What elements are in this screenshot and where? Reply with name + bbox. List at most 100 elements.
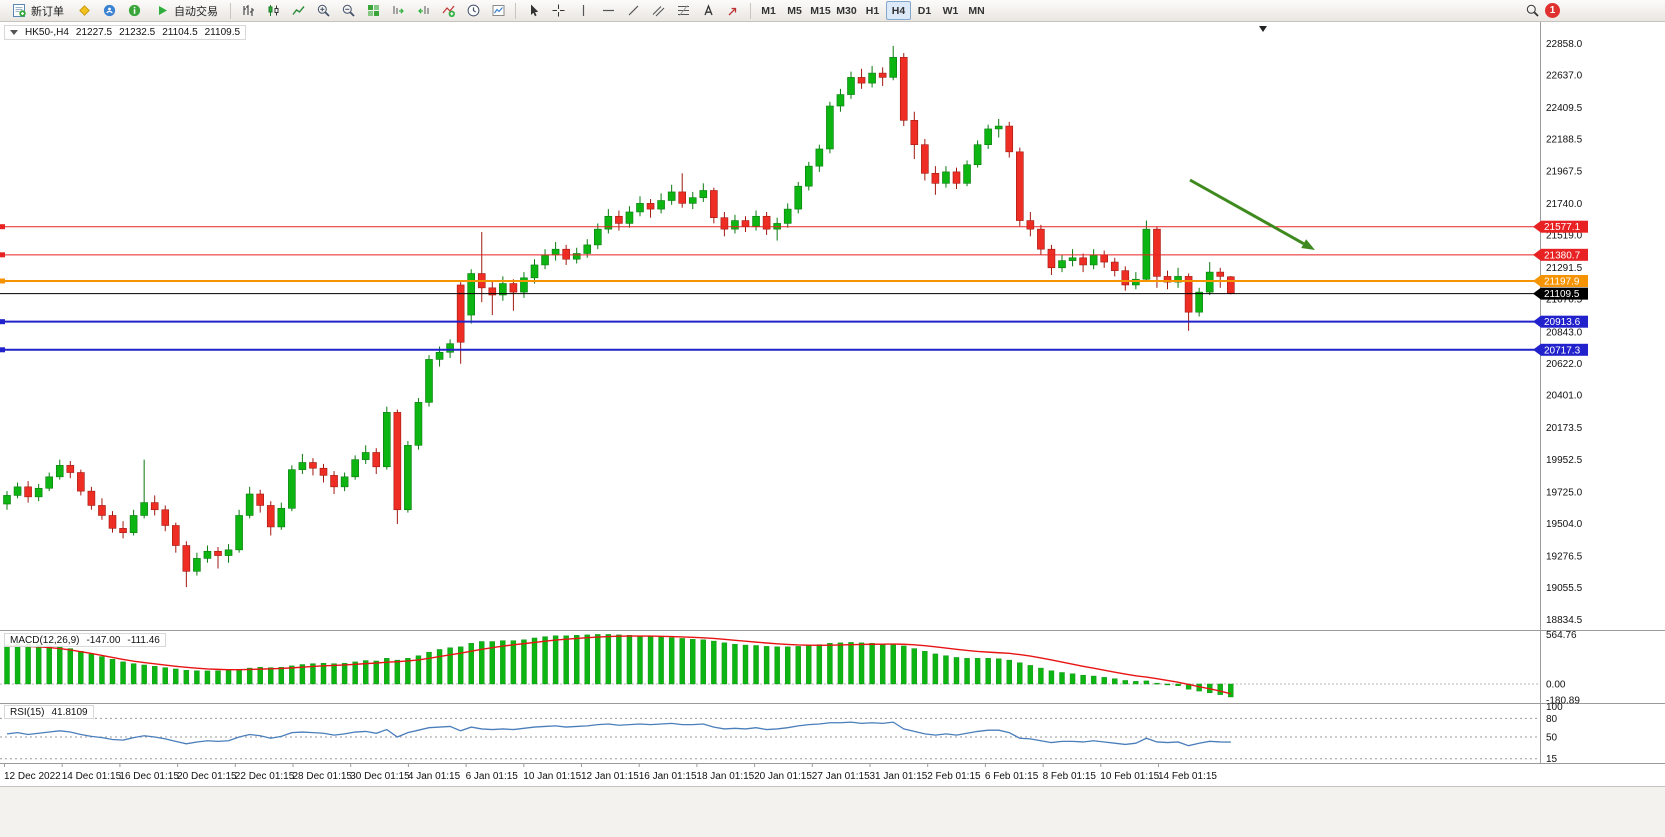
chart-shift-button[interactable] bbox=[411, 1, 435, 20]
chart-collapse-icon[interactable] bbox=[10, 30, 18, 35]
svg-text:20717.3: 20717.3 bbox=[1544, 345, 1581, 356]
equidistant-channel-button[interactable] bbox=[646, 1, 670, 20]
timeframe-D1[interactable]: D1 bbox=[917, 4, 932, 17]
trendline-icon bbox=[625, 3, 641, 19]
svg-text:21109.5: 21109.5 bbox=[1544, 289, 1580, 300]
timeframe-M15[interactable]: M15 bbox=[810, 4, 831, 17]
svg-text:22858.0: 22858.0 bbox=[1546, 39, 1583, 50]
text-icon bbox=[700, 3, 716, 19]
chart-canvas[interactable]: 22858.0 22637.0 22409.5 22188.5 21967.5 21740… bbox=[0, 22, 1665, 786]
timeframe-MN[interactable]: MN bbox=[968, 4, 985, 17]
svg-text:20401.0: 20401.0 bbox=[1546, 391, 1583, 402]
svg-text:0.00: 0.00 bbox=[1546, 679, 1566, 690]
horizontal-line-button[interactable] bbox=[596, 1, 620, 20]
tile-windows-icon bbox=[365, 3, 381, 19]
svg-text:20 Jan 01:15: 20 Jan 01:15 bbox=[754, 771, 812, 782]
news-button[interactable] bbox=[122, 1, 146, 20]
bar-chart-button[interactable] bbox=[236, 1, 260, 20]
svg-text:22 Dec 01:15: 22 Dec 01:15 bbox=[235, 771, 295, 782]
chart-close-value: 21109.5 bbox=[204, 27, 241, 38]
timeframe-group: M1 M5 M15 M30 H1 H4 D1 W1 MN bbox=[756, 1, 989, 20]
fibonacci-button[interactable] bbox=[671, 1, 695, 20]
timeframe-M30[interactable]: M30 bbox=[836, 4, 857, 17]
svg-text:8 Feb 01:15: 8 Feb 01:15 bbox=[1043, 771, 1097, 782]
vertical-line-button[interactable] bbox=[571, 1, 595, 20]
svg-text:30 Dec 01:15: 30 Dec 01:15 bbox=[350, 771, 410, 782]
mql5-market-button[interactable] bbox=[72, 1, 96, 20]
zoom-in-icon bbox=[315, 3, 331, 19]
autotrading-button[interactable]: 自动交易 bbox=[147, 1, 225, 20]
candlestick-chart-icon bbox=[265, 3, 281, 19]
svg-text:21291.5: 21291.5 bbox=[1546, 263, 1583, 274]
templates-button[interactable] bbox=[486, 1, 510, 20]
svg-text:21740.0: 21740.0 bbox=[1546, 199, 1583, 210]
svg-text:10 Feb 01:15: 10 Feb 01:15 bbox=[1100, 771, 1159, 782]
zoom-out-button[interactable] bbox=[336, 1, 360, 20]
toolbar-separator bbox=[230, 2, 231, 19]
svg-text:564.76: 564.76 bbox=[1546, 630, 1577, 641]
signals-button[interactable] bbox=[97, 1, 121, 20]
search-button[interactable] bbox=[1520, 1, 1544, 20]
chart-open-value: 21227.5 bbox=[75, 27, 113, 38]
rsi-name: RSI(15) bbox=[10, 706, 45, 718]
text-button[interactable] bbox=[696, 1, 720, 20]
notification-badge[interactable]: 1 bbox=[1545, 3, 1560, 18]
svg-text:18 Jan 01:15: 18 Jan 01:15 bbox=[696, 771, 754, 782]
new-order-label: 新订单 bbox=[31, 5, 64, 18]
cursor-button[interactable] bbox=[521, 1, 545, 20]
auto-scroll-icon bbox=[390, 3, 406, 19]
svg-text:21197.9: 21197.9 bbox=[1544, 276, 1580, 287]
chart-low-value: 21104.5 bbox=[162, 27, 198, 38]
svg-text:15: 15 bbox=[1546, 754, 1558, 765]
vertical-line-icon bbox=[575, 3, 591, 19]
autotrading-play-icon bbox=[154, 3, 170, 19]
main-toolbar: 新订单 自动交易 bbox=[0, 0, 1665, 22]
indicators-icon bbox=[440, 3, 456, 19]
crosshair-button[interactable] bbox=[546, 1, 570, 20]
timeframe-H4[interactable]: H4 bbox=[886, 1, 911, 20]
svg-text:10 Jan 01:15: 10 Jan 01:15 bbox=[523, 771, 581, 782]
timeframe-M1[interactable]: M1 bbox=[761, 4, 776, 17]
timeframe-W1[interactable]: W1 bbox=[942, 4, 959, 17]
fibonacci-icon bbox=[675, 3, 691, 19]
timeframe-M5[interactable]: M5 bbox=[787, 4, 802, 17]
svg-text:19725.0: 19725.0 bbox=[1546, 487, 1583, 498]
svg-text:80: 80 bbox=[1546, 714, 1558, 725]
svg-text:12 Jan 01:15: 12 Jan 01:15 bbox=[581, 771, 639, 782]
svg-text:12 Dec 2022: 12 Dec 2022 bbox=[4, 771, 61, 782]
periods-button[interactable] bbox=[461, 1, 485, 20]
svg-text:20 Dec 01:15: 20 Dec 01:15 bbox=[177, 771, 237, 782]
tile-windows-button[interactable] bbox=[361, 1, 385, 20]
svg-text:14 Feb 01:15: 14 Feb 01:15 bbox=[1158, 771, 1217, 782]
horizontal-line-icon bbox=[600, 3, 616, 19]
svg-text:28 Dec 01:15: 28 Dec 01:15 bbox=[293, 771, 353, 782]
line-chart-button[interactable] bbox=[286, 1, 310, 20]
rsi-value: 41.8109 bbox=[51, 706, 88, 718]
macd-value: -147.00 bbox=[86, 634, 121, 646]
bar-chart-icon bbox=[240, 3, 256, 19]
zoom-out-icon bbox=[340, 3, 356, 19]
svg-text:21519.0: 21519.0 bbox=[1546, 231, 1583, 242]
trendline-button[interactable] bbox=[621, 1, 645, 20]
svg-text:21577.1: 21577.1 bbox=[1544, 222, 1581, 233]
line-chart-icon bbox=[290, 3, 306, 19]
svg-text:20843.0: 20843.0 bbox=[1546, 327, 1583, 338]
arrows-button[interactable] bbox=[721, 1, 745, 20]
candlestick-chart-button[interactable] bbox=[261, 1, 285, 20]
auto-scroll-button[interactable] bbox=[386, 1, 410, 20]
new-order-button[interactable]: 新订单 bbox=[4, 1, 71, 20]
macd-signal-value: -111.46 bbox=[127, 634, 160, 646]
svg-text:20913.6: 20913.6 bbox=[1544, 317, 1581, 328]
svg-text:31 Jan 01:15: 31 Jan 01:15 bbox=[870, 771, 928, 782]
svg-text:16 Dec 01:15: 16 Dec 01:15 bbox=[119, 771, 179, 782]
rsi-indicator-label: RSI(15) 41.8109 bbox=[4, 705, 94, 719]
svg-text:6 Feb 01:15: 6 Feb 01:15 bbox=[985, 771, 1039, 782]
svg-text:2 Feb 01:15: 2 Feb 01:15 bbox=[927, 771, 981, 782]
svg-text:14 Dec 01:15: 14 Dec 01:15 bbox=[62, 771, 122, 782]
indicators-button[interactable] bbox=[436, 1, 460, 20]
zoom-in-button[interactable] bbox=[311, 1, 335, 20]
chart-symbol-period: HK50-,H4 bbox=[25, 27, 69, 38]
svg-text:100: 100 bbox=[1546, 702, 1563, 713]
timeframe-H1[interactable]: H1 bbox=[865, 4, 880, 17]
